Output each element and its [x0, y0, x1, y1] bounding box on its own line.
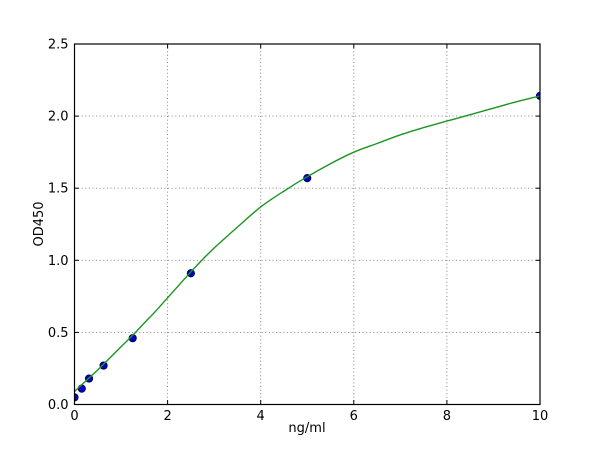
- grid-layer: [74, 44, 540, 405]
- tick-layer: 0 2 4 6 8 10 0.0 0.5 1.0 1.5 2.0 2.5: [48, 38, 548, 425]
- x-tick-label: 2: [163, 409, 171, 424]
- fit-curve-line: [74, 95, 540, 393]
- x-tick-label: 4: [257, 409, 265, 424]
- y-tick-label: 2.5: [48, 38, 69, 53]
- data-layer: [74, 91, 540, 402]
- y-tick-label: 1.0: [48, 254, 69, 269]
- data-point-0.625: [99, 361, 108, 370]
- y-tick-label: 2.0: [48, 110, 69, 125]
- y-tick-label: 1.5: [48, 182, 69, 197]
- y-tick-label: 0.5: [48, 326, 69, 341]
- plot-frame: [73, 43, 541, 406]
- frame-layer: [73, 43, 541, 406]
- y-tick-label: 0.0: [48, 398, 69, 413]
- data-point-0.156: [77, 384, 86, 393]
- x-axis-label: ng/ml: [288, 421, 325, 436]
- x-tick-label: 0: [70, 409, 78, 424]
- y-axis-label: OD450: [32, 201, 47, 246]
- x-tick-label: 6: [350, 409, 358, 424]
- data-point-2.5: [186, 269, 195, 278]
- x-tick-label: 10: [532, 409, 549, 424]
- x-tick-label: 8: [443, 409, 451, 424]
